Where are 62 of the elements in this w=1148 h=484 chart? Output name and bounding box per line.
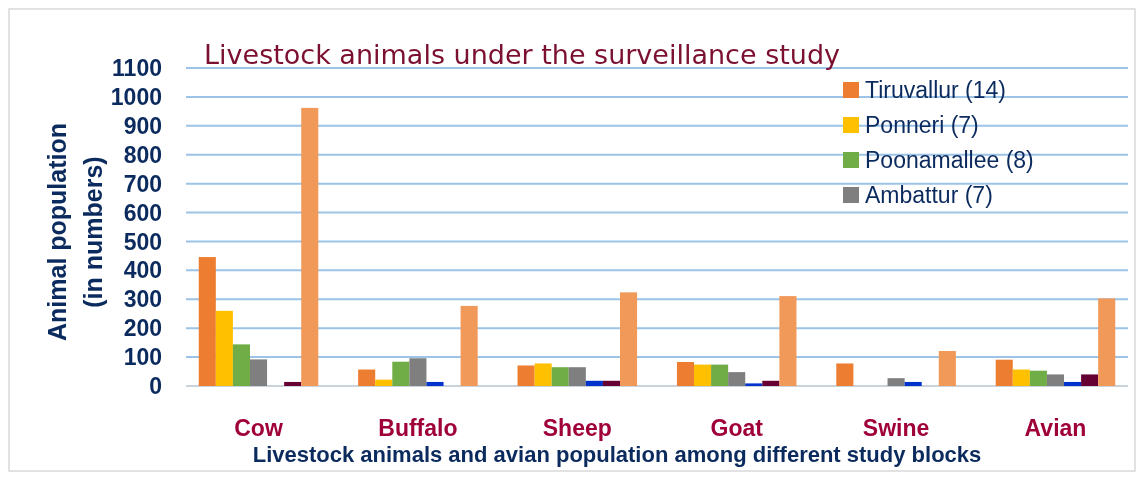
bar — [676, 362, 694, 386]
bar — [887, 378, 905, 386]
y-tick-label: 400 — [123, 257, 162, 284]
bar — [358, 369, 376, 386]
legend-label: Poonamallee (8) — [865, 147, 1034, 174]
bar — [198, 257, 216, 386]
bar — [779, 296, 797, 386]
y-tick-label: 700 — [123, 170, 162, 197]
x-tick-label: Cow — [234, 415, 283, 441]
x-tick-label: Swine — [862, 415, 930, 441]
bar — [585, 380, 603, 386]
bar — [1012, 369, 1030, 386]
bar — [602, 380, 620, 386]
bar — [215, 310, 233, 386]
x-tick-label: Sheep — [542, 415, 612, 441]
bar — [460, 305, 478, 386]
bar — [904, 381, 922, 386]
y-tick-label: 900 — [123, 112, 162, 139]
legend-label: Ambattur (7) — [865, 182, 993, 209]
x-axis-title: Livestock animals and avian population among different study blocks — [252, 442, 982, 467]
bar — [836, 363, 854, 386]
y-tick-label: 600 — [123, 199, 162, 226]
bar — [938, 351, 956, 386]
bar — [409, 358, 427, 386]
bar — [1064, 381, 1082, 386]
bar — [745, 383, 763, 386]
bar — [762, 380, 780, 386]
y-tick-label: 500 — [123, 228, 162, 255]
bar — [301, 107, 319, 386]
x-tick-label: Avian — [1024, 415, 1087, 441]
bar — [284, 381, 302, 386]
bar — [534, 363, 552, 386]
legend-label: Tiruvallur (14) — [865, 77, 1007, 104]
y-axis-title: Animal population (in numbers) — [43, 122, 107, 342]
legend-label: Ponneri (7) — [865, 112, 979, 139]
y-tick-label: 0 — [149, 373, 162, 400]
y-tick-label: 1000 — [110, 83, 162, 110]
bar — [995, 359, 1013, 386]
bar — [249, 359, 268, 386]
bar — [620, 292, 638, 386]
bar — [711, 364, 729, 386]
y-tick-label: 200 — [123, 315, 162, 342]
bar — [694, 364, 712, 386]
bar — [232, 344, 250, 386]
y-tick-label: 100 — [123, 344, 162, 371]
bar — [1081, 374, 1099, 386]
bar — [568, 367, 586, 386]
bar — [1029, 370, 1047, 386]
y-tick-label: 300 — [123, 286, 162, 313]
bar — [1046, 374, 1065, 386]
bar — [426, 381, 444, 386]
bar — [517, 365, 535, 386]
bar — [375, 379, 393, 386]
y-tick-label: 800 — [123, 141, 162, 168]
y-tick-label: 1100 — [112, 55, 162, 82]
x-tick-label: Buffalo — [378, 415, 458, 441]
bar — [1098, 298, 1116, 386]
bar — [392, 361, 410, 386]
bar — [551, 367, 569, 386]
chart-title: Livestock animals under the surveillance study — [204, 39, 841, 70]
x-tick-label: Goat — [710, 415, 764, 441]
bar — [728, 372, 746, 386]
